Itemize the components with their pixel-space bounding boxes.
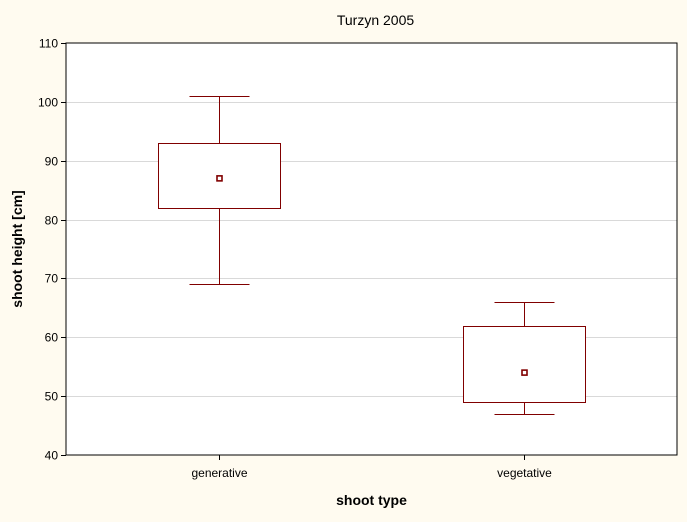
x-axis-ticks: generative vegetative bbox=[191, 455, 552, 480]
y-tick-label: 70 bbox=[45, 272, 59, 286]
y-tick-label: 80 bbox=[45, 214, 59, 228]
x-axis-label: shoot type bbox=[336, 492, 407, 508]
box-vegetative bbox=[463, 302, 586, 415]
y-tick-label: 60 bbox=[45, 331, 59, 345]
x-tick-label-vegetative: vegetative bbox=[497, 466, 552, 480]
y-tick-label: 40 bbox=[45, 449, 59, 463]
box-body bbox=[463, 326, 586, 403]
y-tick-label: 90 bbox=[45, 155, 59, 169]
center-marker bbox=[521, 369, 528, 376]
y-axis-label: shoot height [cm] bbox=[9, 190, 25, 307]
chart-title: Turzyn 2005 bbox=[337, 12, 415, 28]
y-axis-ticks: 40 50 60 70 80 90 100 110 bbox=[38, 37, 66, 463]
x-tick-label-generative: generative bbox=[191, 466, 247, 480]
box-generative bbox=[158, 96, 281, 285]
y-tick-label: 50 bbox=[45, 390, 59, 404]
y-tick-label: 100 bbox=[38, 96, 58, 110]
box-series bbox=[158, 96, 586, 415]
gridlines bbox=[66, 102, 677, 397]
plot-frame bbox=[65, 42, 678, 456]
y-tick-label: 110 bbox=[39, 37, 58, 51]
center-marker bbox=[216, 175, 223, 182]
